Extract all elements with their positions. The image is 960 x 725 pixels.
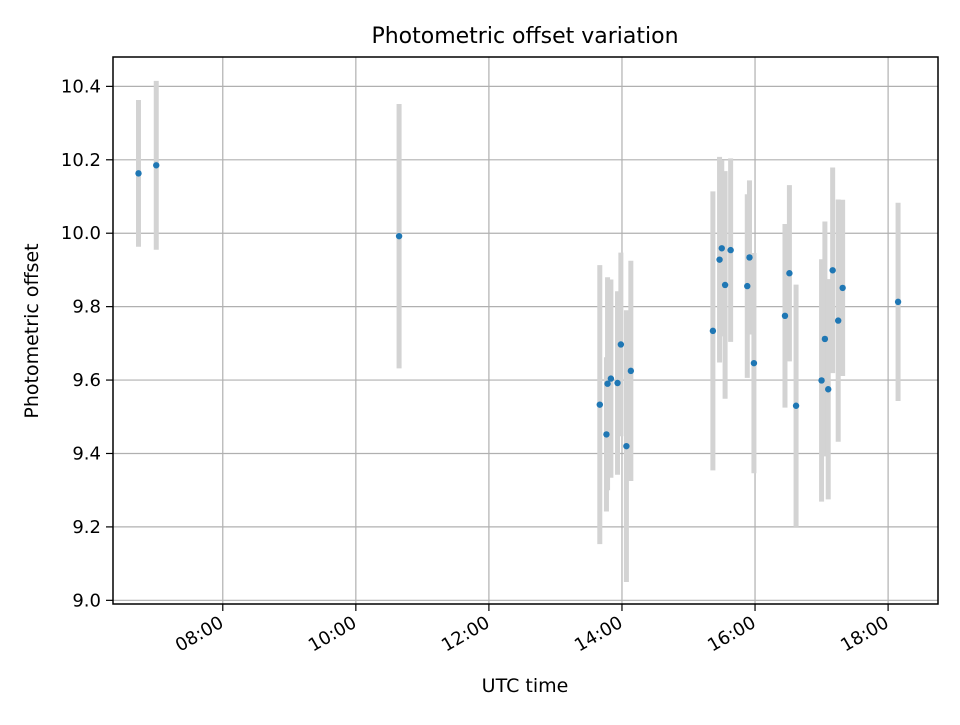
data-point bbox=[821, 335, 829, 343]
data-point bbox=[744, 282, 751, 290]
chart-title: Photometric offset variation bbox=[371, 24, 678, 49]
y-tick-label: 9.8 bbox=[72, 297, 101, 318]
y-tick-label: 9.0 bbox=[72, 590, 101, 611]
y-axis-label: Photometric offset bbox=[21, 243, 43, 418]
data-point bbox=[727, 246, 734, 254]
data-points bbox=[135, 162, 902, 450]
data-point bbox=[627, 367, 635, 375]
data-point bbox=[825, 386, 832, 393]
data-point bbox=[709, 327, 717, 335]
data-point bbox=[596, 401, 603, 408]
data-point bbox=[617, 341, 625, 348]
data-point bbox=[750, 359, 758, 367]
data-point bbox=[716, 256, 723, 263]
data-point bbox=[829, 267, 836, 274]
x-axis-label: UTC time bbox=[482, 675, 569, 697]
y-tick-label: 10.4 bbox=[61, 76, 101, 97]
y-tick-label: 9.4 bbox=[72, 443, 101, 464]
data-point bbox=[623, 442, 630, 450]
data-point bbox=[153, 162, 160, 169]
data-point bbox=[835, 317, 842, 324]
data-point bbox=[395, 232, 403, 240]
data-point bbox=[604, 380, 611, 387]
y-tick-label: 9.6 bbox=[72, 370, 101, 391]
data-point bbox=[818, 377, 825, 384]
data-point bbox=[894, 298, 902, 306]
data-point bbox=[614, 379, 621, 387]
plot-frame bbox=[112, 56, 939, 605]
data-point bbox=[781, 312, 789, 320]
data-point bbox=[607, 375, 615, 382]
data-point bbox=[792, 402, 800, 409]
data-point bbox=[603, 431, 610, 438]
data-point bbox=[721, 281, 729, 289]
data-point bbox=[786, 270, 793, 277]
data-point bbox=[839, 284, 846, 292]
y-tick-label: 10.2 bbox=[61, 150, 101, 171]
y-tick-label: 10.0 bbox=[61, 223, 101, 244]
data-point bbox=[718, 245, 725, 252]
data-point bbox=[746, 254, 753, 261]
y-tick-label: 9.2 bbox=[72, 517, 101, 538]
data-point bbox=[135, 170, 142, 177]
y-axis-ticks: 9.0 9.2 9.4 9.6 9.8 10.0 10.2 10.4 bbox=[61, 76, 113, 611]
